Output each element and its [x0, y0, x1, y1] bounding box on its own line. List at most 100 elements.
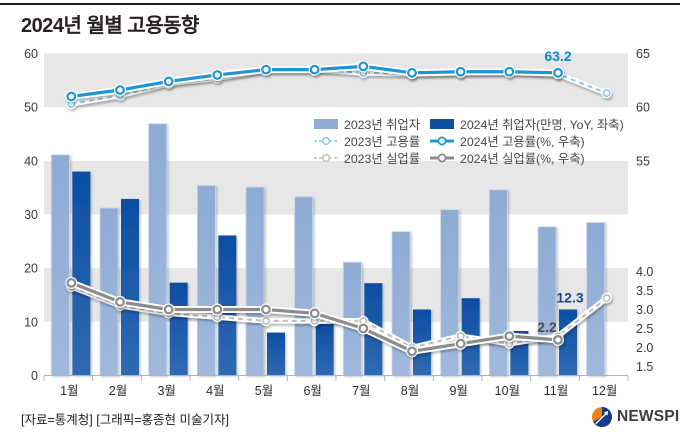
dashed-line-swatch-blue-icon: [314, 136, 338, 146]
bar-2023-10월: [488, 189, 508, 376]
bar-2024-6월: [315, 323, 334, 376]
left-axis-label-10: 10: [24, 315, 38, 329]
unemployment-2024-marker: [115, 297, 125, 307]
month-label-3월: 3월: [157, 384, 175, 398]
newspim-logo: NEWSPIM: [591, 406, 680, 428]
chart-legend: 2023년 취업자 2024년 취업자(만명, YoY, 좌축) 2023년 고…: [314, 116, 624, 167]
unemployment-2024-marker: [553, 335, 563, 345]
legend-item-2024-employed: 2024년 취업자(만명, YoY, 좌축): [430, 115, 624, 133]
legend-label: 2024년 취업자(만명, YoY, 좌축): [460, 118, 624, 132]
left-axis-label-50: 50: [24, 101, 38, 115]
employment-rate-2024-marker: [212, 70, 223, 80]
unemployment-2024-marker: [407, 346, 417, 357]
source-credit: [자료=통계청] [그래픽=홍종현 미술기자]: [21, 413, 229, 427]
solid-line-swatch-blue-icon: [430, 136, 454, 146]
legend-label: 2024년 고용률(%, 우축): [460, 135, 585, 149]
legend-row-employed: 2023년 취업자 2024년 취업자(만명, YoY, 좌축): [314, 116, 624, 132]
page-title: 2024년 월별 고용동향: [21, 15, 199, 37]
bars-group: [50, 123, 606, 376]
legend-label: 2024년 실업률(%, 우축): [460, 152, 585, 166]
left-axis-label-30: 30: [24, 208, 38, 222]
grid-band: [44, 160, 628, 215]
unemployment-2024-marker: [212, 304, 223, 315]
bar-2024-1월: [72, 171, 91, 376]
bar-2024-2월: [121, 198, 139, 376]
bar-2023-5월: [245, 186, 265, 376]
employment-rate-2024-marker: [455, 66, 466, 77]
right-axis-emp-label-60: 60: [636, 101, 650, 115]
legend-label: 2023년 고용률: [344, 135, 421, 149]
bar-2024-4월: [218, 235, 237, 376]
unemployment-2023-marker: [261, 316, 270, 325]
legend-label: 2023년 취업자: [344, 118, 421, 132]
unemployment-2024-marker: [309, 308, 320, 319]
right-axis-emp-label-65: 65: [636, 47, 650, 61]
right-axis-unemp-label-2.5: 2.5: [636, 322, 653, 336]
legend-item-2024-unemp-rate: 2024년 실업률(%, 우축): [430, 149, 585, 167]
employment-rate-2024-marker: [163, 76, 174, 87]
bar-2023-11월: [537, 226, 557, 376]
bar-2024-3월: [169, 282, 188, 376]
grid-band: [44, 53, 628, 108]
unemployment-2024-marker: [358, 323, 369, 334]
employment-rate-2024-marker: [261, 64, 271, 75]
employment-rate-2024-marker: [115, 85, 125, 95]
newspim-logo-icon: [592, 407, 612, 427]
legend-item-2023-unemp-rate: 2023년 실업률: [314, 149, 430, 167]
month-label-6월: 6월: [303, 384, 321, 398]
solid-line-swatch-gray-icon: [430, 153, 454, 163]
legend-label: 2023년 실업률: [344, 152, 421, 166]
bar-2024-5월: [267, 332, 285, 376]
employment-rate-2024-marker: [504, 66, 515, 77]
employment-rate-2024-line: [65, 60, 564, 103]
right-axis-unemp-label-2: 2.0: [636, 341, 653, 355]
month-label-7월: 7월: [352, 384, 370, 398]
employment-rate-2024-marker: [309, 64, 320, 75]
month-label-11월: 11월: [544, 384, 568, 398]
right-axis-unemp-label-3.5: 3.5: [636, 284, 653, 298]
top-rule: [0, 3, 680, 5]
unemployment-2024-marker: [455, 338, 466, 349]
annotation-12.3: 12.3: [556, 289, 583, 305]
annotation-63.2: 63.2: [544, 48, 571, 64]
right-axis-emp-label-55: 55: [636, 154, 650, 168]
employment-rate-2024-marker: [553, 67, 563, 78]
newspim-logo-text: NEWSPIM: [617, 408, 680, 425]
dashed-line-swatch-gray-icon: [314, 153, 338, 163]
left-axis-label-60: 60: [24, 47, 38, 61]
employment-rate-2024-marker: [66, 91, 77, 102]
employment-rate-2023-marker: [602, 89, 611, 98]
left-axis-label-20: 20: [24, 262, 38, 276]
month-label-12월: 12월: [592, 384, 617, 398]
legend-row-emp-rate: 2023년 고용률 2024년 고용률(%, 우축): [314, 133, 624, 149]
legend-item-2023-employed: 2023년 취업자: [314, 115, 430, 133]
unemployment-2024-marker: [504, 331, 515, 342]
legend-item-2024-emp-rate: 2024년 고용률(%, 우축): [430, 132, 585, 150]
unemployment-2024-marker: [66, 278, 77, 288]
employment-rate-2024-marker: [407, 67, 417, 78]
employment-rate-2024-marker: [358, 61, 369, 72]
bar-swatch-2024-icon: [430, 119, 454, 129]
legend-row-unemp-rate: 2023년 실업률 2024년 실업률(%, 우축): [314, 150, 624, 166]
month-label-5월: 5월: [255, 384, 273, 398]
right-axis-unemp-label-4: 4.0: [636, 265, 653, 279]
right-axis-unemp-label-3: 3.0: [636, 303, 653, 317]
left-axis-label-40: 40: [24, 154, 38, 168]
month-label-9월: 9월: [449, 384, 467, 398]
month-label-2월: 2월: [109, 384, 127, 398]
left-axis-label-0: 0: [31, 369, 38, 383]
bar-2023-1월: [50, 154, 70, 376]
legend-item-2023-emp-rate: 2023년 고용률: [314, 132, 430, 150]
bar-2023-4월: [196, 185, 216, 376]
unemployment-2024-marker: [261, 304, 271, 315]
month-label-8월: 8월: [401, 384, 419, 398]
bar-2023-6월: [294, 196, 314, 376]
unemployment-2024-marker: [163, 304, 174, 315]
grid-band: [44, 268, 628, 322]
bar-2023-9월: [440, 209, 460, 376]
right-axis-unemp-label-1.5: 1.5: [636, 360, 653, 374]
bar-swatch-2023-icon: [314, 119, 338, 129]
bar-2023-3월: [148, 123, 168, 376]
